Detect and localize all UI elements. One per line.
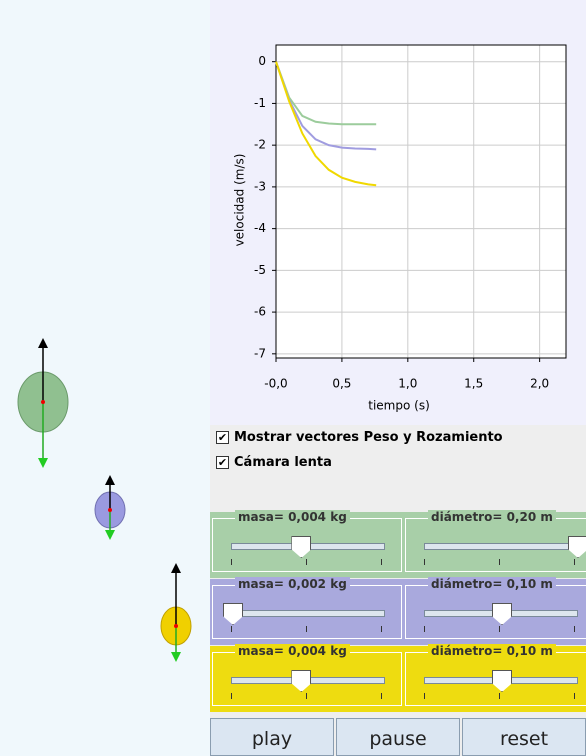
slider-label: masa= 0,002 kg [235,577,350,591]
data-line [275,61,377,187]
slider-tick [306,626,308,632]
slider-label: masa= 0,004 kg [235,510,350,524]
chart: tiempo (s) velocidad (m/s) 0 -1 -2 -3 -4 -5 -6… [210,0,586,425]
slider-tick [424,693,425,699]
y-tick-label: -1 [254,96,266,110]
slider-label: diámetro= 0,10 m [428,577,556,591]
plot-border [275,44,567,359]
x-axis-label: tiempo (s) [368,399,430,413]
button[interactable]: reset [462,718,586,756]
slider-tick [574,559,576,565]
y-tick-label: -3 [254,179,266,193]
slider-tick [499,626,501,632]
balloon-blue [94,475,126,540]
slider-tick [574,626,576,632]
slider-label: diámetro= 0,10 m [428,644,556,658]
slider-row: masa= 0,004 kg diámetro= 0,20 m [210,510,586,578]
y-tick-label: 0 [258,54,266,68]
slider: masa= 0,002 kg [212,577,402,639]
checkbox-row[interactable]: ✔ Cámara lenta [216,454,332,472]
slider-tick [306,559,308,565]
y-tick-label: -6 [254,305,266,319]
slider-tick [381,559,383,565]
slider-label: diámetro= 0,20 m [428,510,556,524]
x-tick-label: 1,0 [398,377,417,391]
x-tick-label: 2,0 [530,377,549,391]
y-tick-label: -7 [254,346,266,360]
slider-track [223,603,385,625]
balloons [17,338,192,662]
slider-tick [424,626,425,632]
x-tick-label: 1,5 [464,377,483,391]
x-tick-label: -0,0 [264,377,287,391]
data-line [275,61,377,151]
slider-tick [574,693,576,699]
slider-track [231,536,385,558]
checkbox-label[interactable]: Cámara lenta [234,455,332,470]
slider-track [424,536,586,558]
slider-tick [381,626,383,632]
slider-tick [231,559,232,565]
slider: diámetro= 0,10 m [405,644,586,706]
plot-area [275,44,567,359]
slider-row: masa= 0,004 kg diámetro= 0,10 m [210,644,586,712]
slider-track [424,603,578,625]
slider-row: masa= 0,002 kg diámetro= 0,10 m [210,577,586,645]
balloon-green [17,338,69,468]
slider-thumb[interactable] [492,670,512,692]
slider-label: masa= 0,004 kg [235,644,350,658]
checkbox[interactable]: ✔ [216,456,229,469]
x-tick-label: 0,5 [332,377,351,391]
slider: masa= 0,004 kg [212,510,402,572]
simulation-area [0,0,210,756]
y-tick-label: -4 [254,221,266,235]
slider: masa= 0,004 kg [212,644,402,706]
y-tick-label: -5 [254,263,266,277]
slider-thumb[interactable] [223,603,243,625]
checkbox-row[interactable]: ✔ Mostrar vectores Peso y Rozamiento [216,429,503,447]
y-axis-label: velocidad (m/s) [233,154,247,247]
slider-tick [381,693,383,699]
slider: diámetro= 0,10 m [405,577,586,639]
button[interactable]: play [210,718,334,756]
slider-tick [499,693,501,699]
slider-tick [424,559,425,565]
data-line [275,61,377,126]
slider-tick [231,626,232,632]
checkbox-label[interactable]: Mostrar vectores Peso y Rozamiento [234,430,503,445]
button[interactable]: pause [336,718,460,756]
slider-track [231,670,385,692]
slider-track [424,670,578,692]
slider: diámetro= 0,20 m [405,510,586,572]
y-tick-label: -2 [254,138,266,152]
slider-thumb[interactable] [291,536,312,558]
slider-tick [306,693,308,699]
slider-tick [499,559,501,565]
slider-thumb[interactable] [291,670,312,692]
slider-thumb[interactable] [568,536,586,558]
checkbox[interactable]: ✔ [216,431,229,444]
balloon-yellow [160,563,192,662]
slider-tick [231,693,232,699]
slider-thumb[interactable] [492,603,512,625]
